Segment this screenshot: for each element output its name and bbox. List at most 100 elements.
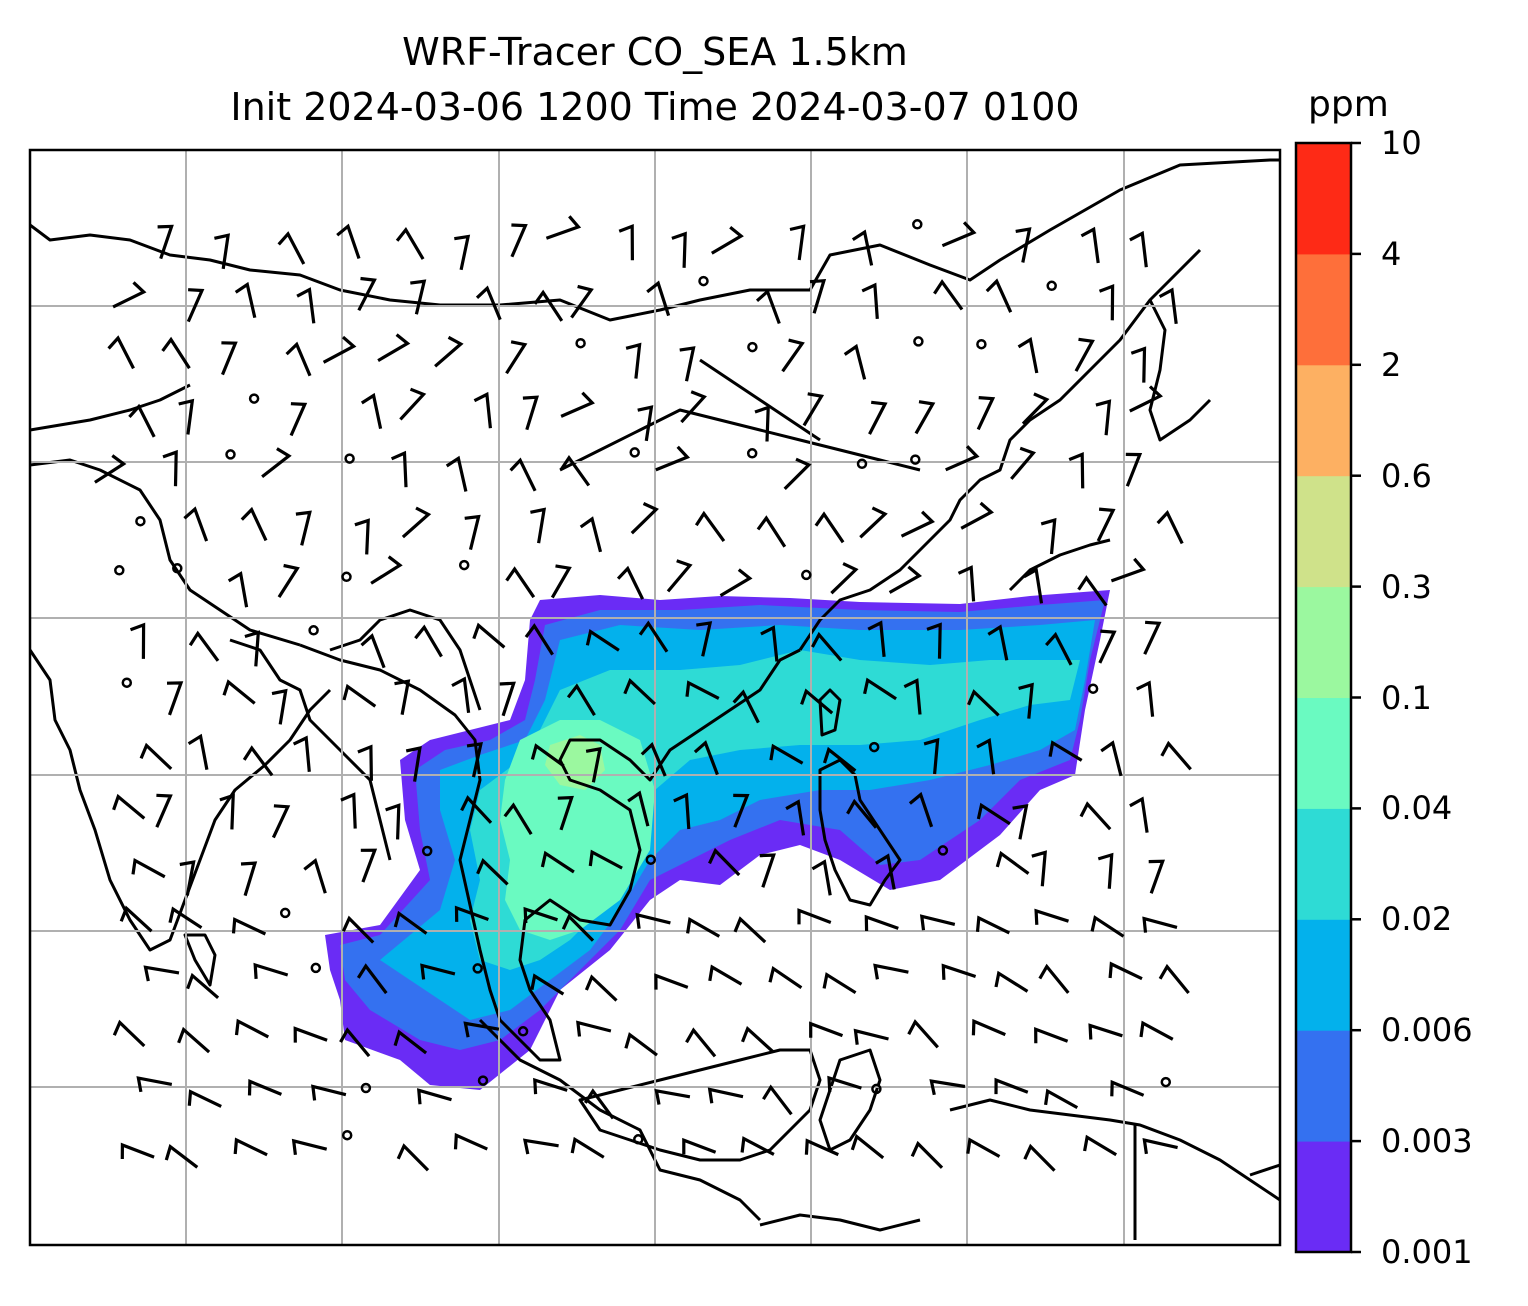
wind-barb xyxy=(755,288,781,325)
colorbar-segment xyxy=(1296,586,1351,698)
wind-barb xyxy=(933,279,964,311)
calm-wind-marker xyxy=(308,625,319,636)
wind-barb xyxy=(233,1137,268,1157)
wind-barb xyxy=(510,223,528,258)
wind-barbs xyxy=(94,215,1192,1172)
wind-barb xyxy=(583,1088,615,1120)
wind-barb xyxy=(340,792,357,829)
wind-barb xyxy=(1110,1079,1145,1097)
wind-barb xyxy=(112,281,147,309)
wind-barb xyxy=(1077,575,1108,607)
wind-barb xyxy=(630,502,659,535)
wind-barb xyxy=(867,620,886,657)
wind-barb xyxy=(533,289,564,322)
colorbar-tick-label: 0.1 xyxy=(1381,678,1432,717)
wind-barb xyxy=(967,689,1000,717)
wind-barb xyxy=(635,912,671,929)
wind-barb xyxy=(94,454,127,484)
wind-barb xyxy=(445,455,468,492)
wind-barb xyxy=(1142,1138,1178,1155)
colorbar-tick-label: 2 xyxy=(1381,345,1402,384)
wind-barb xyxy=(1088,1023,1123,1040)
wind-barb xyxy=(1158,287,1178,324)
wind-barb xyxy=(1068,452,1085,489)
wind-barb xyxy=(640,741,667,777)
wind-barb xyxy=(733,793,750,828)
wind-barb xyxy=(1129,385,1163,413)
map-title-line-2: Init 2024-03-06 1200 Time 2024-03-07 010… xyxy=(230,85,1080,129)
wind-barb xyxy=(139,742,173,771)
wind-barb xyxy=(1031,850,1047,887)
wind-barb xyxy=(414,624,443,658)
wind-barb xyxy=(741,1025,774,1053)
wind-barb xyxy=(342,683,377,708)
wind-barb xyxy=(1045,631,1073,666)
wind-barb xyxy=(128,403,156,438)
wind-barb xyxy=(809,278,827,314)
wind-barb xyxy=(811,859,832,896)
wind-barb xyxy=(814,511,845,544)
wind-barb xyxy=(136,1076,173,1093)
wind-barb xyxy=(910,1140,944,1169)
wind-barb xyxy=(311,1084,347,1101)
calm-wind-marker xyxy=(976,338,987,350)
wind-barb xyxy=(162,449,178,487)
colorbar-tick-label: 10 xyxy=(1381,124,1422,162)
wind-barb xyxy=(1125,452,1143,487)
wind-barb xyxy=(673,792,691,830)
wind-barb xyxy=(696,621,713,657)
wind-barb xyxy=(987,624,1009,661)
calm-wind-marker xyxy=(871,1083,882,1095)
wind-barb xyxy=(464,514,481,550)
wind-barb xyxy=(336,223,361,260)
wind-barb xyxy=(1040,517,1057,555)
wind-barb xyxy=(570,284,594,319)
colorbar-segment xyxy=(1296,808,1351,920)
wind-barb xyxy=(579,516,603,553)
wind-barb xyxy=(559,454,591,487)
wind-barb xyxy=(985,278,1013,313)
calm-wind-marker xyxy=(1046,280,1057,292)
wind-barb xyxy=(242,745,274,777)
wind-barb xyxy=(822,972,857,995)
wind-barb xyxy=(292,735,311,772)
tracer-plume xyxy=(325,590,1110,1090)
wind-barb xyxy=(522,395,540,431)
wind-barb xyxy=(680,390,707,424)
map-title-line-1: WRF-Tracer CO_SEA 1.5km xyxy=(402,30,908,74)
wind-barb xyxy=(903,678,922,715)
colorbar-tick-label: 0.006 xyxy=(1381,1011,1473,1050)
wind-barb xyxy=(570,1136,605,1159)
colorbar-segment xyxy=(1296,1030,1351,1142)
wind-barb xyxy=(693,740,719,776)
wind-barb xyxy=(1044,1088,1079,1109)
wind-barb xyxy=(357,744,373,781)
wind-barb xyxy=(666,559,693,593)
wind-barb xyxy=(627,790,650,827)
wind-barb xyxy=(390,450,408,488)
wind-barb xyxy=(360,633,386,669)
calm-wind-marker xyxy=(746,448,758,459)
wind-barb xyxy=(356,963,388,995)
calm-wind-marker xyxy=(225,449,236,460)
calm-wind-marker xyxy=(310,962,322,974)
wind-barb xyxy=(797,908,832,925)
wind-barb xyxy=(919,914,956,931)
calm-wind-marker xyxy=(937,845,949,856)
wind-barb xyxy=(399,387,427,421)
wind-barb xyxy=(1129,230,1148,268)
colorbar-segment xyxy=(1296,1141,1351,1253)
wind-barb xyxy=(131,857,166,879)
wind-barb xyxy=(503,802,533,836)
wind-barb xyxy=(523,906,559,924)
gridlines xyxy=(30,150,1280,1245)
wind-barb xyxy=(809,1021,844,1038)
wind-barb xyxy=(107,335,135,370)
wind-barb xyxy=(1048,740,1083,762)
wind-barb xyxy=(994,970,1029,993)
wind-barb xyxy=(240,506,268,542)
wind-barb xyxy=(875,853,896,890)
wind-barb xyxy=(460,795,493,824)
wind-barb xyxy=(708,964,743,986)
